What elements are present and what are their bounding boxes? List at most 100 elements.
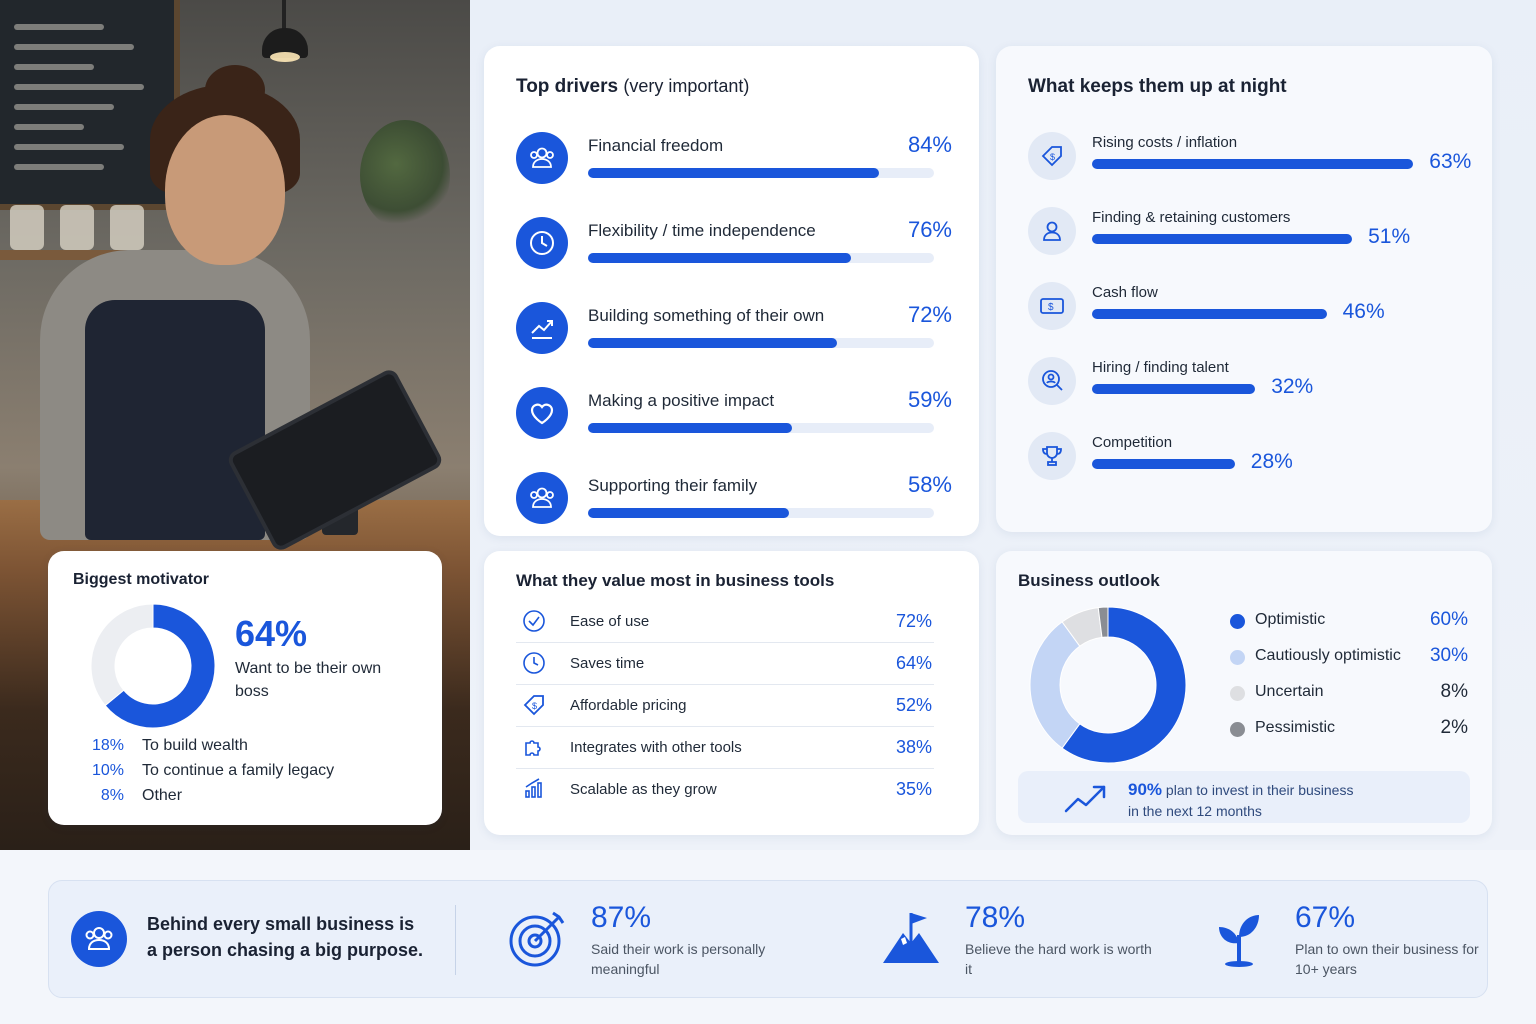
driver-bar-track — [588, 423, 934, 433]
driver-bar — [588, 423, 793, 433]
tool-pct: 72% — [895, 611, 932, 631]
worry-pct: 28% — [1250, 450, 1293, 473]
tool-row: $ Affordable pricing 52% — [516, 685, 934, 727]
tool-row: Integrates with other tools 38% — [516, 727, 934, 769]
motivator-row-pct: 8% — [100, 787, 124, 804]
banner-stat: 67% Plan to own their business for 10+ ye… — [1209, 901, 1479, 991]
bar-growth-icon — [520, 775, 548, 803]
growth-chart-icon — [516, 302, 568, 354]
worry-pct: 63% — [1429, 150, 1472, 173]
tool-label: Scalable as they grow — [570, 781, 717, 798]
tool-row: Ease of use 72% — [516, 601, 934, 643]
motivator-row-label: To continue a family legacy — [142, 762, 335, 779]
motivator-row-pct: 10% — [91, 762, 124, 779]
driver-label: Supporting their family — [588, 476, 758, 495]
worry-row: Hiring / finding talent 32% — [1028, 357, 1478, 407]
outlook-slice-optimistic — [1061, 606, 1187, 764]
motivator-row-pct: 18% — [91, 737, 124, 754]
svg-text:$: $ — [1048, 302, 1054, 313]
talent-search-icon — [1028, 357, 1076, 405]
banner-tagline: Behind every small business is a person … — [147, 914, 424, 960]
tool-pct: 35% — [895, 779, 932, 799]
worry-label: Competition — [1092, 434, 1173, 451]
legend-label: Pessimistic — [1255, 719, 1336, 736]
worries-card: What keeps them up at night $ Rising cost… — [996, 46, 1492, 532]
driver-bar — [588, 253, 851, 263]
tools-title: What they value most in business tools — [516, 571, 835, 590]
driver-row: Building something of their own 72% — [516, 302, 956, 358]
banner-stat: 87% Said their work is personally meaning… — [505, 901, 765, 991]
outlook-card: Business outlook Optimistic 60% Cautiously… — [996, 551, 1492, 835]
driver-bar — [588, 168, 879, 178]
motivator-title: Biggest motivator — [73, 571, 210, 588]
top-drivers-card: Top drivers (very important) Financial f… — [484, 46, 979, 536]
plant — [360, 120, 450, 230]
worry-pct: 46% — [1342, 300, 1385, 323]
worry-row: $ Cash flow 46% — [1028, 282, 1478, 332]
legend-value: 30% — [1429, 645, 1468, 666]
worry-bar — [1092, 384, 1256, 394]
worry-row: Competition 28% — [1028, 432, 1478, 482]
legend-row: Cautiously optimistic 30% — [1228, 645, 1470, 671]
driver-bar-track — [588, 338, 934, 348]
tool-pct: 64% — [895, 653, 932, 673]
legend-row: Pessimistic 2% — [1228, 717, 1470, 743]
outlook-slice-cautiously-optimistic — [1029, 621, 1081, 749]
motivator-card: Biggest motivator 64% Want to be their o… — [48, 551, 442, 825]
tool-row: Scalable as they grow 35% — [516, 769, 934, 811]
tool-row: Saves time 64% — [516, 643, 934, 685]
legend-value: 60% — [1429, 609, 1468, 630]
stat-description: Plan to own their business for 10+ years — [1295, 941, 1479, 977]
legend-value: 8% — [1440, 681, 1468, 702]
motivator-row-label: To build wealth — [142, 737, 248, 754]
sprout-icon — [1209, 907, 1273, 971]
motivator-row-label: Other — [142, 787, 183, 804]
driver-label: Building something of their own — [588, 306, 825, 325]
driver-bar — [588, 338, 838, 348]
legend-row: Uncertain 8% — [1228, 681, 1470, 707]
business-owner — [165, 115, 285, 265]
driver-row: Making a positive impact 59% — [516, 387, 956, 443]
tool-label: Affordable pricing — [570, 697, 687, 714]
worry-label: Rising costs / inflation — [1092, 134, 1238, 151]
worry-row: $ Rising costs / inflation 63% — [1028, 132, 1478, 182]
driver-label: Making a positive impact — [588, 391, 775, 410]
legend-dot — [1230, 686, 1245, 701]
tool-pct: 38% — [895, 737, 932, 757]
worry-pct: 51% — [1368, 225, 1411, 248]
legend-label: Cautiously optimistic — [1255, 647, 1401, 664]
motivator-row: 8% Other — [80, 787, 182, 811]
tool-pct: 52% — [895, 695, 932, 715]
svg-text:$: $ — [1050, 152, 1055, 162]
legend-dot — [1230, 614, 1245, 629]
target-icon — [505, 907, 569, 971]
legend-row: Optimistic 60% — [1228, 609, 1470, 635]
banner-stat: 78% Believe the hard work is worth it — [879, 901, 1152, 991]
driver-row: Financial freedom 84% — [516, 132, 956, 188]
driver-row: Flexibility / time independence 76% — [516, 217, 956, 273]
worry-pct: 32% — [1271, 375, 1314, 398]
mountain-flag-icon — [879, 907, 943, 971]
price-tag-icon: $ — [520, 691, 548, 719]
worry-row: Finding & retaining customers 51% — [1028, 207, 1478, 257]
worry-bar — [1092, 309, 1327, 319]
driver-pct: 76% — [907, 217, 952, 242]
trend-up-icon — [1064, 785, 1106, 813]
drivers-title: Top drivers (very important) — [516, 76, 750, 97]
stat-description: Believe the hard work is worth it — [965, 941, 1152, 977]
stat-number: 87% — [591, 901, 652, 934]
people-icon — [71, 911, 127, 967]
worry-label: Finding & retaining customers — [1092, 209, 1291, 226]
stat-number: 67% — [1295, 901, 1356, 934]
driver-pct: 59% — [907, 387, 952, 412]
motivator-slice-own-boss — [104, 603, 216, 729]
outlook-title: Business outlook — [1018, 571, 1160, 590]
clock-icon — [520, 649, 548, 677]
worry-label: Cash flow — [1092, 284, 1158, 301]
purpose-banner: Behind every small business is a person … — [48, 880, 1488, 998]
driver-label: Financial freedom — [588, 136, 724, 155]
legend-dot — [1230, 650, 1245, 665]
invest-callout: 90% plan to invest in their business in … — [1018, 771, 1470, 823]
outlook-donut-chart — [1029, 606, 1187, 764]
invest-text-1: plan to invest in their business — [1165, 782, 1354, 798]
